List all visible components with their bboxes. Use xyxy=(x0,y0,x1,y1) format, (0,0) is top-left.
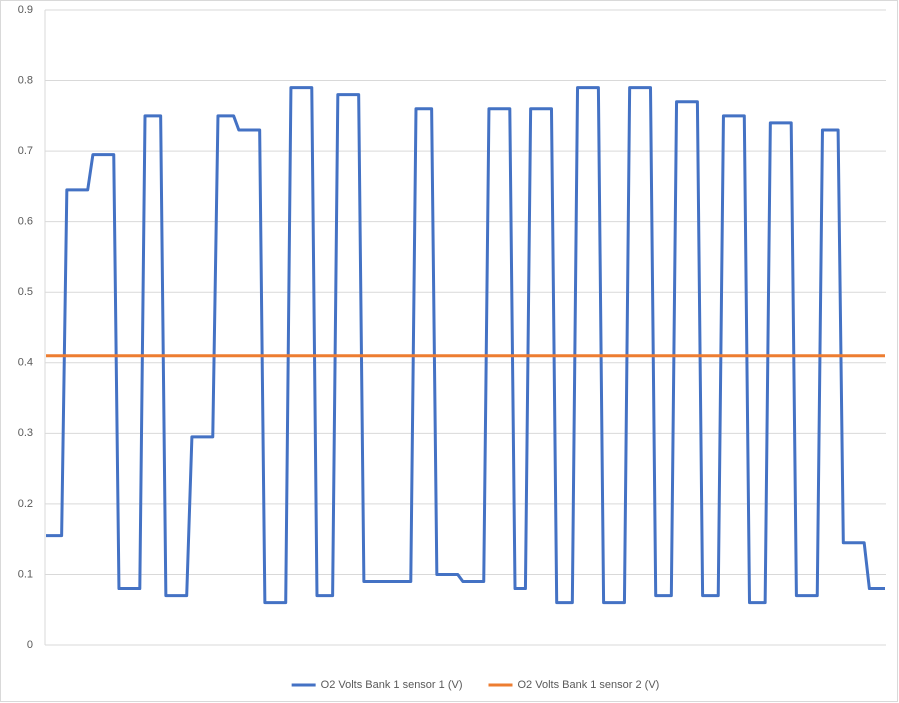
y-tick-label: 0.9 xyxy=(18,4,33,16)
series-line xyxy=(46,86,885,605)
legend: O2 Volts Bank 1 sensor 1 (V) O2 Volts Ban… xyxy=(291,679,660,691)
y-tick-label: 0.7 xyxy=(18,145,33,157)
y-tick-label: 0.1 xyxy=(18,568,33,580)
y-tick-label: 0.5 xyxy=(18,286,33,298)
y-tick-label: 0.3 xyxy=(18,427,33,439)
legend-label: O2 Volts Bank 1 sensor 1 (V) xyxy=(321,679,463,691)
y-tick-label: 0.6 xyxy=(18,216,33,228)
y-tick-label: 0 xyxy=(27,639,33,651)
y-tick-label: 0.8 xyxy=(18,74,33,86)
y-tick-label: 0.2 xyxy=(18,498,33,510)
y-tick-label: 0.4 xyxy=(18,357,33,369)
legend-label: O2 Volts Bank 1 sensor 2 (V) xyxy=(518,679,660,691)
